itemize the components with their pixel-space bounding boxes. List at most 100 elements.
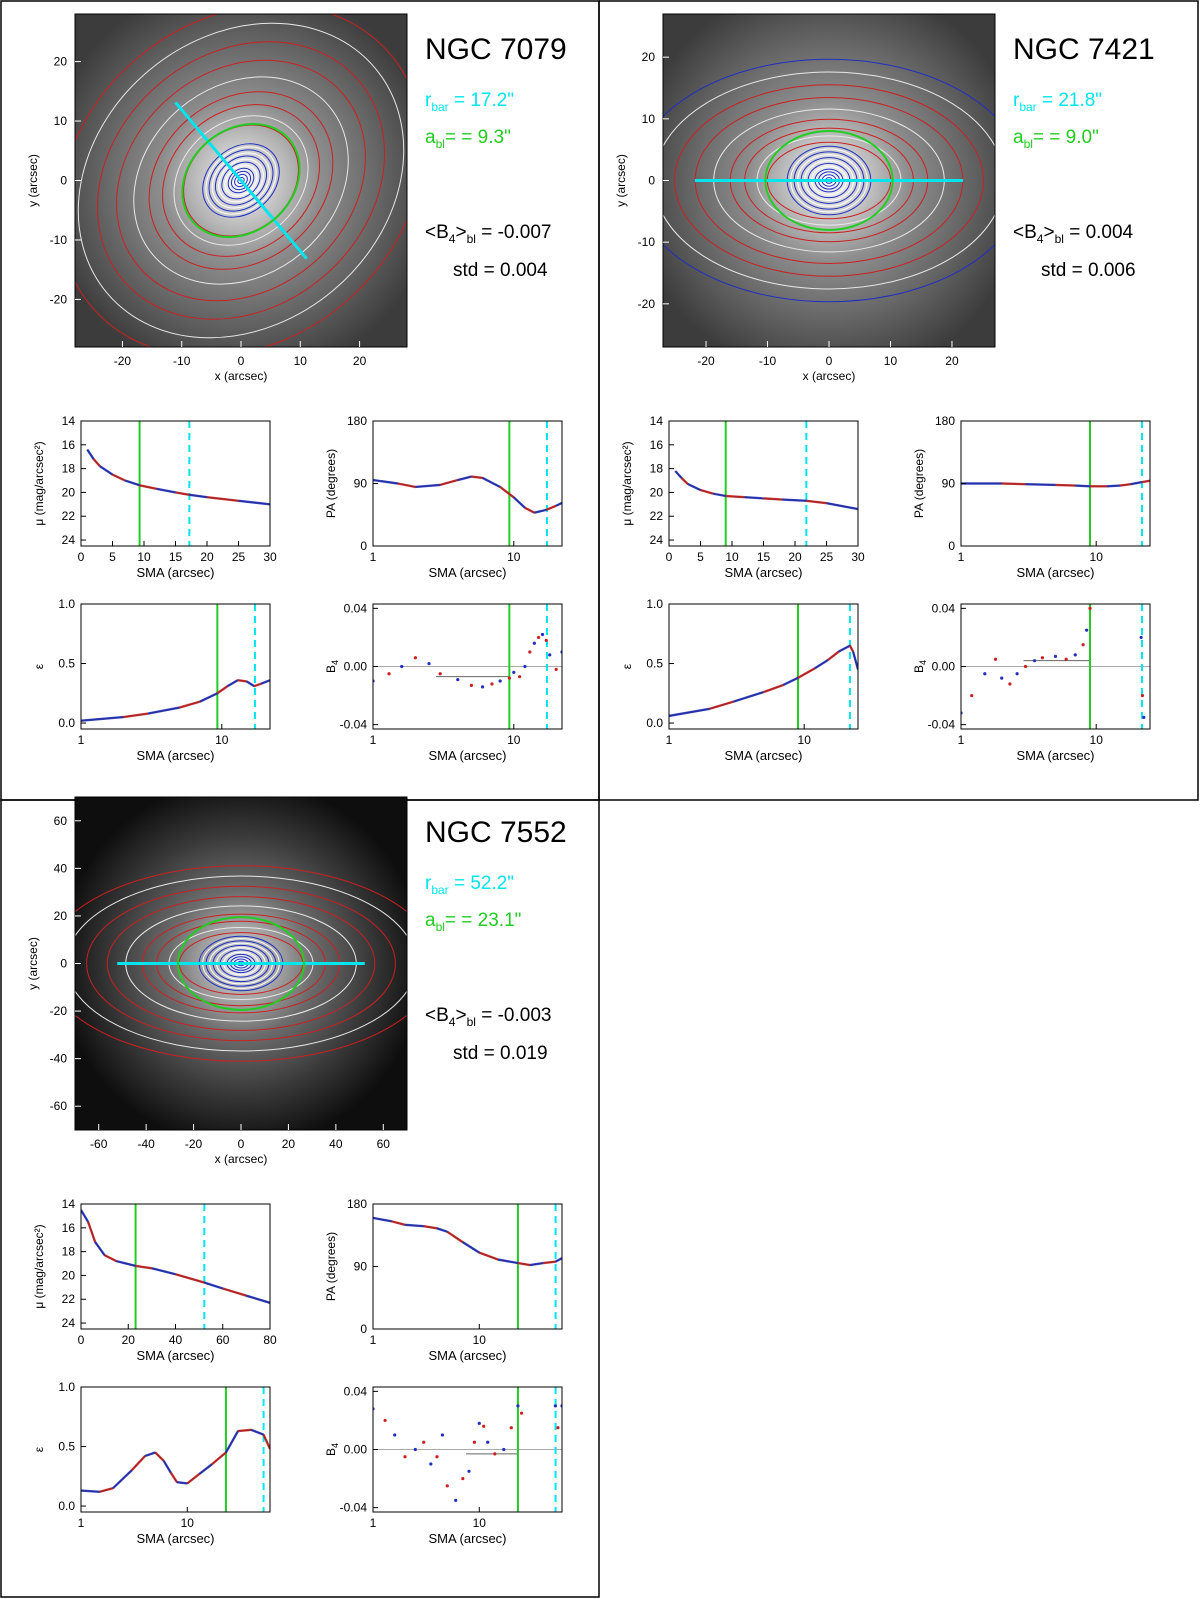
y-tick-label: 20	[62, 1268, 76, 1282]
y-axis-label: ε	[32, 663, 46, 669]
x-tick-label: 5	[109, 550, 116, 564]
isophote-contour	[86, 885, 396, 1042]
eps-plot-area	[669, 604, 858, 729]
mu-curve	[86, 449, 270, 506]
eps-segment	[782, 676, 799, 687]
b4-point	[1142, 715, 1146, 719]
mu-segment	[687, 483, 702, 492]
eps-segment	[763, 683, 784, 694]
galaxy-title: NGC 7421	[1013, 33, 1155, 66]
b4-point	[454, 1498, 458, 1502]
pa-segment	[555, 1257, 562, 1263]
barlens-size-label: abl= = 9.3"	[425, 127, 511, 151]
pa-segment	[524, 506, 535, 514]
pa-segment	[1141, 479, 1150, 484]
mu-segment	[203, 1281, 224, 1290]
b4-point	[429, 1462, 433, 1466]
x-tick-label: 20	[200, 550, 214, 564]
y-axis-label: B4	[324, 1443, 340, 1456]
mu-segment	[725, 494, 745, 499]
pa-segment	[482, 476, 501, 489]
mu-segment	[206, 495, 239, 502]
pa-segment	[462, 1241, 480, 1254]
x-tick-label: 20	[788, 550, 802, 564]
b4-point	[393, 1433, 397, 1437]
pa-segment	[1075, 484, 1091, 488]
x-tick-label: -20	[185, 1137, 203, 1151]
b4-point	[435, 1455, 439, 1459]
y-tick-label: 0.00	[344, 1443, 368, 1457]
y-tick-label: 24	[650, 533, 664, 547]
x-tick-label: 0	[238, 354, 245, 368]
b4-point	[523, 664, 527, 669]
mu-segment	[86, 448, 95, 460]
pa-segment	[1119, 483, 1131, 487]
x-tick-label: -40	[137, 1137, 155, 1151]
x-tick-label: 10	[215, 733, 229, 747]
x-tick-label: -20	[697, 354, 715, 368]
b4-point	[518, 675, 522, 679]
mu-frame	[80, 1203, 271, 1330]
pa-segment	[543, 1260, 556, 1265]
x-tick-label: 1	[78, 1516, 85, 1530]
y-tick-label: 20	[62, 485, 76, 499]
b4-point	[387, 672, 391, 676]
eps-segment	[253, 682, 262, 688]
x-tick-label: 20	[945, 354, 959, 368]
mu-segment	[222, 1287, 247, 1297]
x-tick-label: 1	[958, 733, 965, 747]
mu-segment	[744, 495, 764, 500]
y-tick-label: 90	[942, 477, 956, 491]
mu-segment	[712, 492, 726, 498]
eps-segment	[199, 692, 218, 703]
x-tick-label: 30	[851, 550, 865, 564]
b4-point	[413, 1447, 417, 1452]
x-tick-label: 15	[757, 550, 771, 564]
eps-segment	[186, 1472, 201, 1485]
b4-point	[1015, 672, 1019, 676]
x-axis-label: SMA (arcsec)	[428, 748, 506, 763]
y-tick-label: 20	[642, 50, 656, 64]
b4-point	[1088, 606, 1092, 610]
y-axis-label: ε	[32, 1446, 46, 1452]
x-tick-label: 1	[666, 733, 673, 747]
eps-segment	[237, 1428, 252, 1433]
y-tick-label: 0.00	[932, 660, 956, 674]
b4-point	[456, 677, 460, 682]
b4-point	[1139, 635, 1143, 640]
b4-point	[516, 1404, 520, 1408]
y-tick-label: 16	[650, 438, 664, 452]
pa-segment	[373, 478, 398, 485]
barlens-ellipse	[181, 122, 301, 239]
x-tick-label: 10	[798, 733, 812, 747]
eps-curve	[81, 1429, 270, 1493]
x-tick-label: 10	[137, 550, 151, 564]
pa-segment	[436, 1227, 448, 1233]
pa-curve	[373, 475, 562, 514]
x-tick-label: 20	[122, 1333, 136, 1347]
mu-segment	[94, 1241, 106, 1256]
eps-segment	[797, 667, 816, 679]
pa-segment	[423, 1225, 438, 1230]
b4-plot-area	[373, 604, 562, 729]
y-tick-label: 0	[948, 539, 955, 553]
eps-segment	[216, 685, 229, 695]
eps-segment	[147, 706, 180, 715]
mu-segment	[189, 493, 208, 499]
y-tick-label: -20	[50, 1004, 68, 1018]
y-tick-label: 180	[347, 1197, 367, 1211]
x-tick-label: 20	[353, 354, 367, 368]
b4-point	[1081, 643, 1085, 647]
bar-radius-label: rbar = 21.8"	[1013, 90, 1102, 114]
y-tick-label: -40	[50, 1052, 68, 1066]
x-tick-label: 10	[507, 733, 521, 747]
x-tick-label: 10	[294, 354, 308, 368]
pa-segment	[497, 1258, 519, 1265]
pa-segment	[415, 483, 441, 489]
x-tick-label: 40	[329, 1137, 343, 1151]
galaxy-image	[75, 797, 407, 1130]
x-tick-label: 1	[370, 1333, 377, 1347]
y-tick-label: 180	[935, 414, 955, 428]
